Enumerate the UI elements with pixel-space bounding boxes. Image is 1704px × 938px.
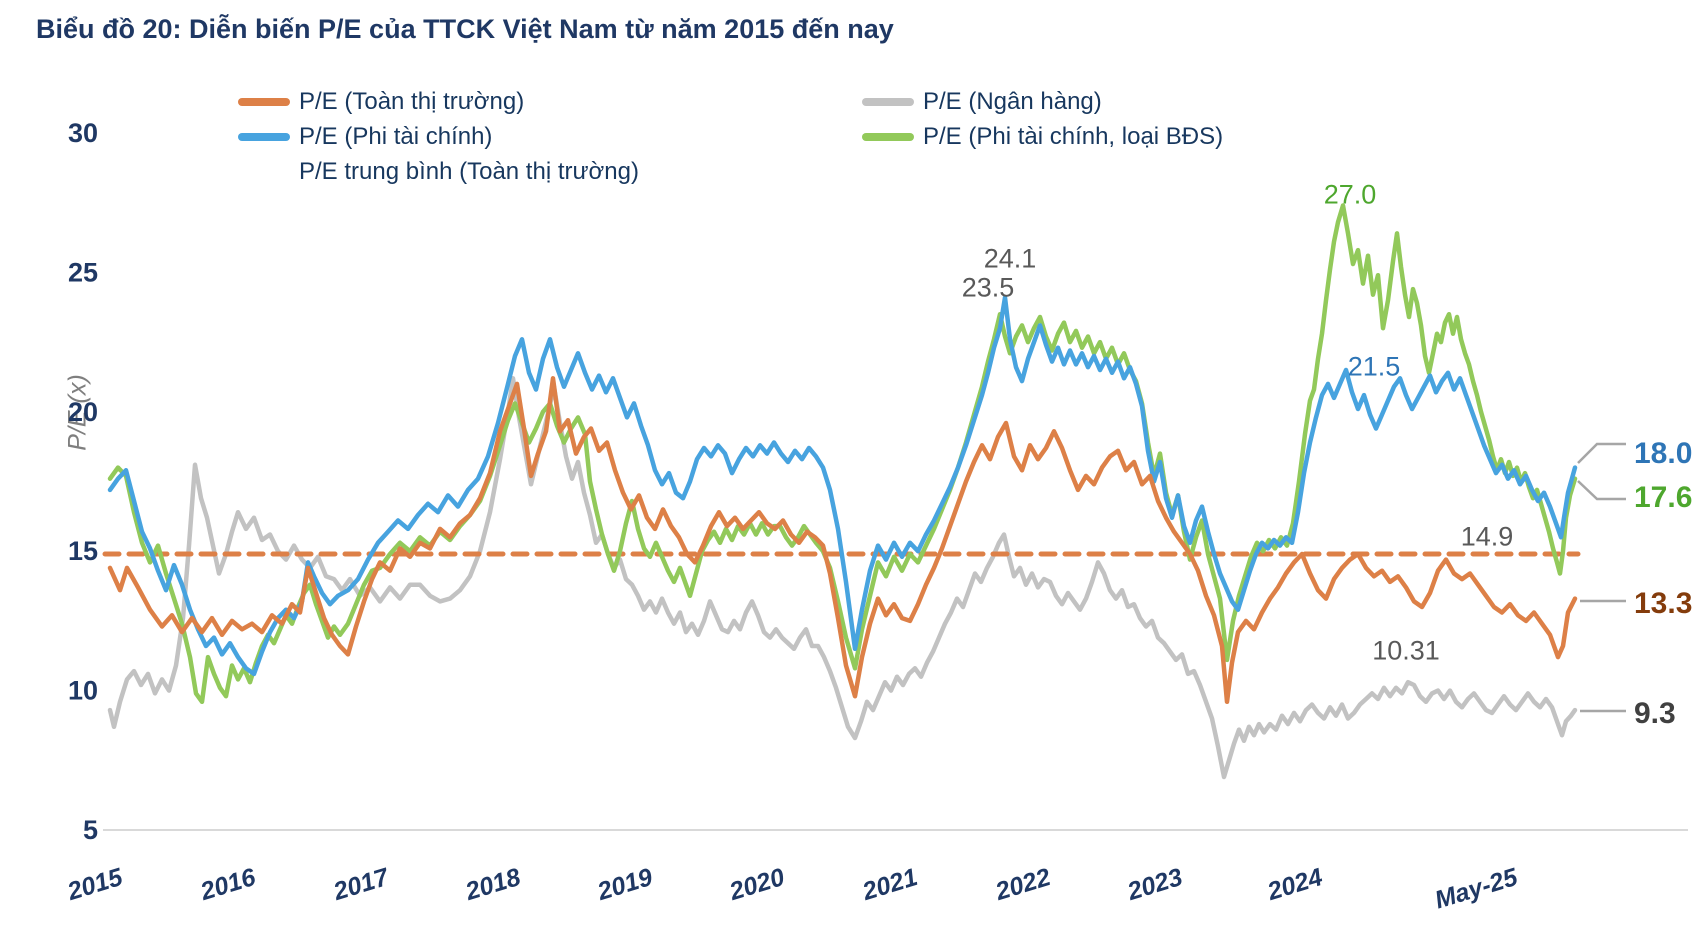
legend-item-0: P/E (Toàn thị trường) [238, 84, 639, 119]
legend-item-3: P/E (Ngân hàng) [862, 84, 1223, 119]
chart-title: Biểu đồ 20: Diễn biến P/E của TTCK Việt … [36, 14, 894, 44]
legend-column-2: P/E (Ngân hàng) P/E (Phi tài chính, loại … [862, 84, 1223, 154]
y-tick-label-30: 30 [68, 118, 98, 148]
series-line-P/E (Phi tài chính) [107, 295, 1578, 677]
annotation-14.9: 14.9 [1461, 522, 1514, 552]
legend-label: P/E (Phi tài chính, loại BĐS) [923, 122, 1224, 150]
legend-column-1: P/E (Toàn thị trường) P/E (Phi tài chính)… [238, 84, 639, 189]
x-tick-label-May-25: May-25 [1432, 863, 1522, 915]
x-tick-label-2021: 2021 [858, 863, 920, 906]
y-tick-label-15: 15 [68, 536, 98, 566]
y-tick-label-20: 20 [68, 397, 98, 427]
legend-line-swatch [238, 97, 290, 106]
legend-item-1: P/E (Phi tài chính) [238, 119, 639, 154]
x-tick-label-2016: 2016 [196, 863, 259, 907]
x-tick-label-2017: 2017 [329, 863, 392, 907]
y-tick-label-25: 25 [68, 257, 98, 287]
y-tick-label-5: 5 [83, 815, 98, 845]
legend-label: P/E (Ngân hàng) [923, 87, 1102, 115]
legend-label: P/E (Toàn thị trường) [299, 87, 525, 115]
series-line-P/E (Ngân hàng) [107, 376, 1578, 780]
y-tick-label-10: 10 [68, 676, 98, 706]
end-value-label-17.6: 17.6 [1634, 481, 1692, 514]
annotation-10.31: 10.31 [1372, 636, 1440, 666]
annotation-21.5: 21.5 [1348, 352, 1401, 382]
x-tick-label-2015: 2015 [63, 863, 126, 907]
legend-line-swatch [862, 132, 914, 141]
legend-line-swatch [238, 132, 290, 141]
legend-label: P/E trung bình (Toàn thị trường) [299, 157, 639, 185]
x-tick-label-2024: 2024 [1263, 863, 1325, 906]
legend-item-2: P/E trung bình (Toàn thị trường) [238, 154, 639, 189]
series-line-P/E (Toàn thị trường) [107, 376, 1578, 705]
annotation-24.1: 24.1 [984, 244, 1037, 274]
x-tick-label-2020: 2020 [725, 863, 787, 906]
end-value-label-9.3: 9.3 [1634, 697, 1676, 730]
legend-item-4: P/E (Phi tài chính, loại BĐS) [862, 119, 1223, 154]
x-tick-label-2022: 2022 [991, 863, 1053, 906]
x-tick-label-2023: 2023 [1123, 863, 1185, 906]
x-tick-label-2018: 2018 [461, 863, 523, 906]
annotation-23.5: 23.5 [962, 273, 1015, 303]
end-value-label-13.3: 13.3 [1634, 587, 1692, 620]
x-tick-label-2019: 2019 [593, 863, 655, 906]
legend-label: P/E (Phi tài chính) [299, 122, 493, 150]
annotation-27.0: 27.0 [1324, 180, 1377, 210]
legend-line-swatch [862, 97, 914, 106]
leader-line-17.6 [1577, 480, 1626, 501]
end-value-label-18.0: 18.0 [1634, 437, 1692, 470]
leader-line-18.0 [1577, 442, 1626, 464]
